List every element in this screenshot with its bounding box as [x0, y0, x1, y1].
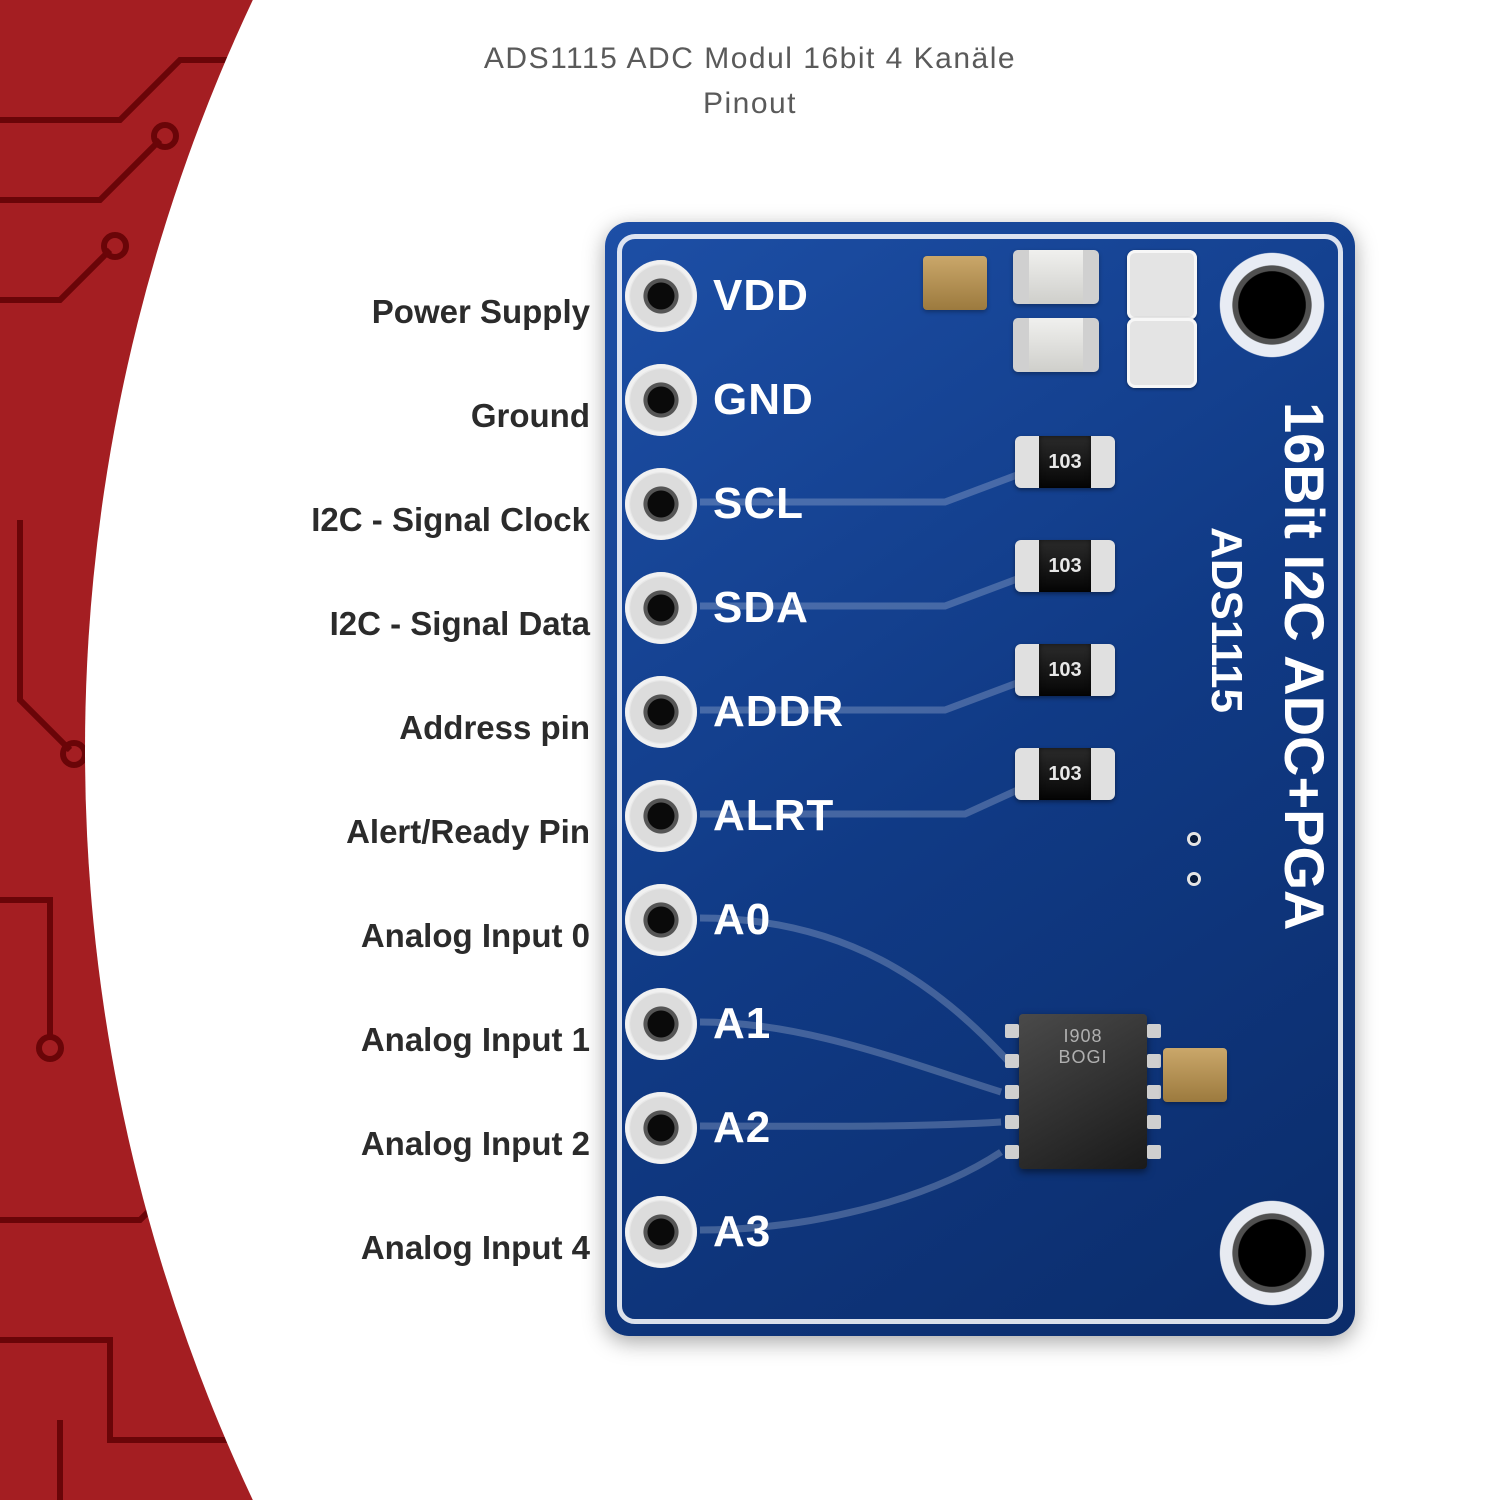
pin-label: I2C - Signal Data [0, 572, 590, 676]
silk-text-sub: ADS1115 [1201, 527, 1251, 713]
pin-row: A2 [625, 1092, 771, 1164]
ic-chip: I908 BOGI [1019, 1014, 1147, 1169]
silk-label: A2 [713, 1103, 771, 1153]
pin-label: Analog Input 0 [0, 884, 590, 988]
pin-row: ADDR [625, 676, 844, 748]
pin-row: SCL [625, 468, 804, 540]
title-line2: Pinout [703, 87, 797, 120]
pin-row: SDA [625, 572, 809, 644]
via [1187, 832, 1201, 846]
silk-label: A3 [713, 1207, 771, 1257]
smd-capacitor [1163, 1048, 1227, 1102]
pin-label: Address pin [0, 676, 590, 780]
silk-label: ALRT [713, 791, 834, 841]
solder-pad [625, 364, 697, 436]
ic-legs [1147, 1024, 1161, 1159]
smd-resistor: 103 [1015, 644, 1115, 696]
via [1187, 872, 1201, 886]
solder-pad [625, 884, 697, 956]
silk-text-main: 16Bit I2C ADC+PGA [1273, 402, 1335, 931]
pin-label: Analog Input 1 [0, 988, 590, 1092]
solder-pad [625, 572, 697, 644]
pin-row: A0 [625, 884, 771, 956]
pin-label: Analog Input 4 [0, 1196, 590, 1300]
pin-label-column: Power Supply Ground I2C - Signal Clock I… [0, 260, 590, 1300]
smd-capacitor [1013, 250, 1099, 304]
solder-pad [625, 676, 697, 748]
pin-label: I2C - Signal Clock [0, 468, 590, 572]
silk-label: VDD [713, 271, 809, 321]
pin-row: A1 [625, 988, 771, 1060]
solder-pad [625, 260, 697, 332]
silk-label: GND [713, 375, 814, 425]
pin-row: VDD [625, 260, 809, 332]
ic-marking: I908 BOGI [1019, 1026, 1147, 1068]
pin-row: GND [625, 364, 814, 436]
pin-label: Ground [0, 364, 590, 468]
pcb-board: VDD GND SCL SDA ADDR ALRT A0 A1 A2 A3 10… [605, 222, 1355, 1336]
silk-label: A0 [713, 895, 771, 945]
infographic-canvas: ADS1115 ADC Modul 16bit 4 Kanäle Pinout … [0, 0, 1500, 1500]
smd-capacitor [923, 256, 987, 310]
solder-pad [625, 780, 697, 852]
smd-resistor: 103 [1015, 748, 1115, 800]
smd-resistor: 103 [1015, 436, 1115, 488]
pin-row: ALRT [625, 780, 834, 852]
silk-label: ADDR [713, 687, 844, 737]
pin-label: Analog Input 2 [0, 1092, 590, 1196]
title-line1: ADS1115 ADC Modul 16bit 4 Kanäle [484, 42, 1016, 75]
solder-pad [625, 468, 697, 540]
smd-pad [1127, 250, 1197, 320]
solder-pad [625, 1196, 697, 1268]
silk-label: SDA [713, 583, 809, 633]
ic-legs [1005, 1024, 1019, 1159]
pin-row: A3 [625, 1196, 771, 1268]
smd-resistor: 103 [1015, 540, 1115, 592]
pin-label: Power Supply [0, 260, 590, 364]
solder-pad [625, 988, 697, 1060]
smd-pad [1127, 318, 1197, 388]
solder-pad [625, 1092, 697, 1164]
pin-label: Alert/Ready Pin [0, 780, 590, 884]
smd-capacitor [1013, 318, 1099, 372]
silk-label: SCL [713, 479, 804, 529]
page-title: ADS1115 ADC Modul 16bit 4 Kanäle Pinout [0, 36, 1500, 126]
silk-label: A1 [713, 999, 771, 1049]
